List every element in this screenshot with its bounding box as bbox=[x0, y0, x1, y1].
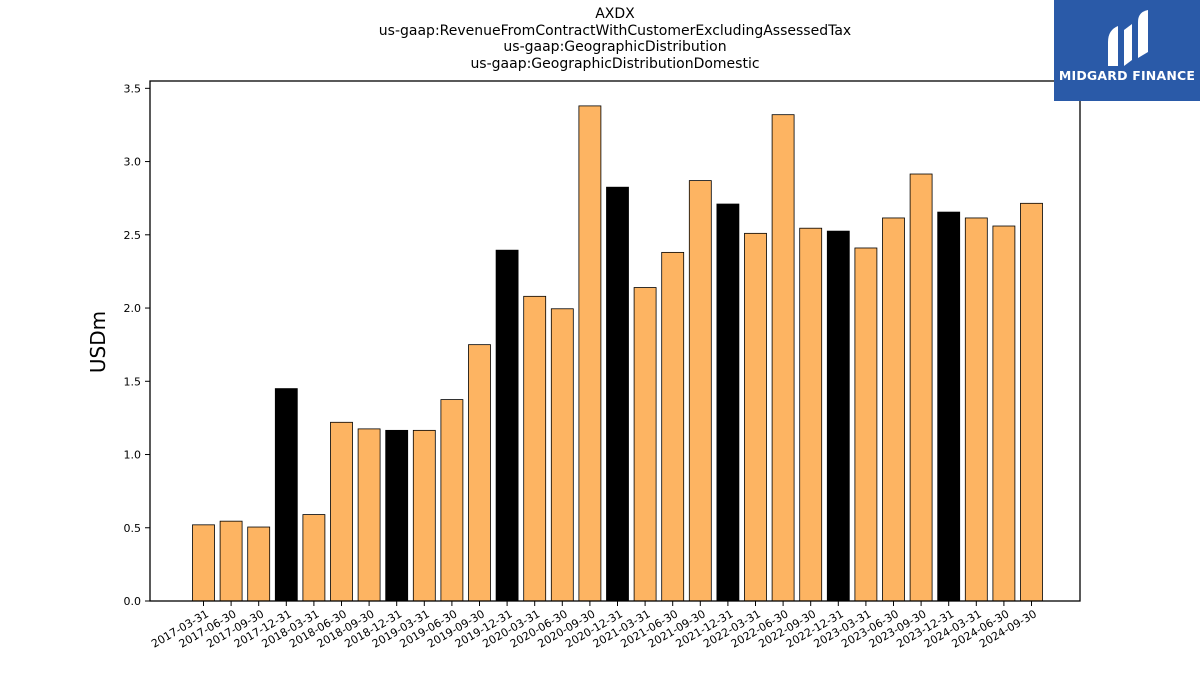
bar-2019-06-30 bbox=[440, 399, 464, 602]
bar-2021-03-31 bbox=[633, 287, 657, 602]
y-axis: 0.0 0.5 1.0 1.5 2.0 2.5 3.0 3.5 bbox=[124, 82, 150, 608]
bar-2017-12-31 bbox=[274, 388, 298, 602]
y-tick-label: 2.0 bbox=[124, 302, 142, 315]
bar-2021-12-31 bbox=[716, 203, 740, 602]
bar-2018-09-30 bbox=[357, 428, 381, 602]
y-tick-label: 2.5 bbox=[124, 229, 142, 242]
bar-2024-06-30 bbox=[992, 225, 1016, 602]
bar-2022-03-31 bbox=[744, 232, 767, 602]
bar-2021-09-30 bbox=[688, 180, 712, 602]
company-logo: MIDGARD FINANCE bbox=[1054, 0, 1200, 101]
y-tick-label: 1.5 bbox=[124, 375, 142, 388]
plot-frame bbox=[149, 80, 1081, 602]
logo-text: MIDGARD FINANCE bbox=[1058, 68, 1196, 83]
bar-2022-09-30 bbox=[799, 227, 823, 602]
bar-2023-03-31 bbox=[854, 247, 878, 602]
bar-2022-06-30 bbox=[771, 114, 795, 602]
y-tick-label: 0.0 bbox=[124, 595, 142, 608]
y-tick-label: 0.5 bbox=[124, 522, 142, 535]
logo-mark-icon bbox=[1108, 10, 1148, 66]
bar-2017-09-30 bbox=[247, 526, 271, 602]
bar-2023-12-31 bbox=[937, 211, 961, 602]
x-axis: 2017-03-312017-06-302017-09-302017-12-31… bbox=[149, 601, 1039, 651]
bar-2022-12-31 bbox=[826, 230, 850, 602]
bar-2024-03-31 bbox=[964, 217, 988, 602]
bar-2021-06-30 bbox=[661, 251, 685, 602]
bar-2020-09-30 bbox=[578, 105, 602, 602]
bar-2018-03-31 bbox=[302, 514, 326, 602]
bar-2023-09-30 bbox=[909, 173, 933, 602]
bar-2017-06-30 bbox=[219, 520, 243, 602]
chart-subtitle-3: us-gaap:GeographicDistributionDomestic bbox=[470, 55, 760, 72]
bar-2019-12-31 bbox=[495, 249, 519, 602]
y-tick-label: 1.0 bbox=[124, 449, 142, 462]
bar-2017-03-31 bbox=[192, 524, 215, 602]
bar-2020-12-31 bbox=[606, 186, 629, 602]
bars-group bbox=[192, 105, 1043, 602]
bar-2023-06-30 bbox=[882, 217, 905, 602]
chart-subtitle-1: us-gaap:RevenueFromContractWithCustomerE… bbox=[378, 22, 852, 39]
bar-2018-06-30 bbox=[330, 421, 353, 602]
y-tick-label: 3.5 bbox=[124, 82, 142, 95]
y-tick-label: 3.0 bbox=[124, 156, 142, 169]
bar-2019-03-31 bbox=[412, 429, 436, 602]
bar-2020-03-31 bbox=[523, 295, 547, 602]
bar-2024-09-30 bbox=[1020, 202, 1043, 602]
bar-2018-12-31 bbox=[385, 429, 409, 602]
chart-titles: AXDX us-gaap:RevenueFromContractWithCust… bbox=[150, 6, 1080, 72]
chart-title: AXDX bbox=[595, 6, 635, 22]
bar-2019-09-30 bbox=[468, 344, 491, 602]
bar-2020-06-30 bbox=[550, 308, 574, 602]
y-axis-label: USDm bbox=[86, 311, 110, 373]
chart-subtitle-2: us-gaap:GeographicDistribution bbox=[503, 39, 727, 55]
